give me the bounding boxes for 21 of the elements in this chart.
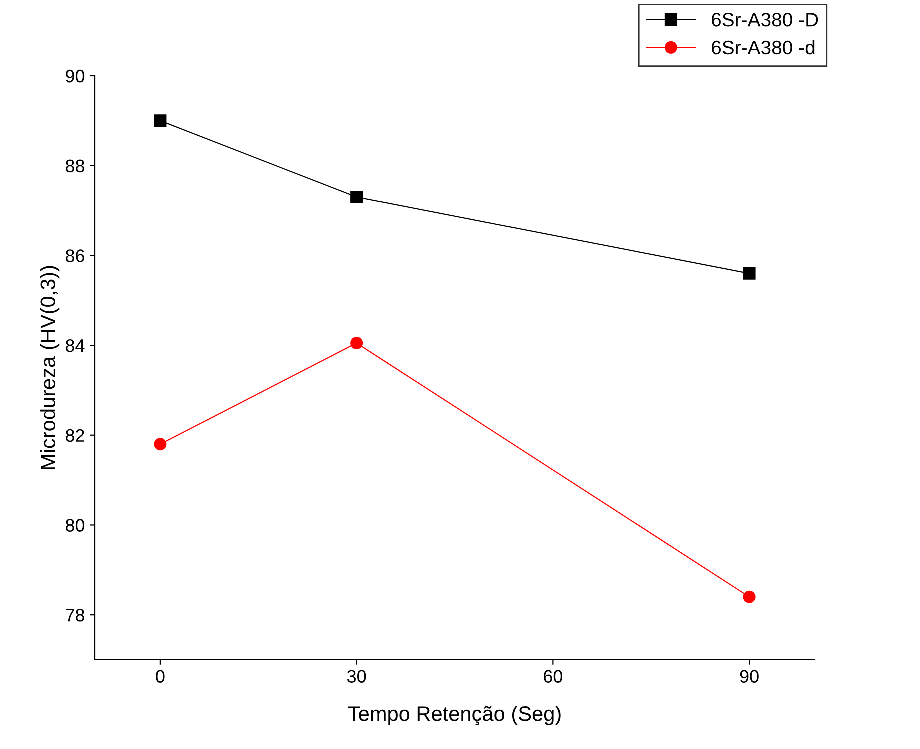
y-tick-label: 78 bbox=[66, 609, 84, 622]
x-tick-label: 90 bbox=[740, 670, 759, 683]
point bbox=[154, 438, 167, 451]
y-tick-label: 84 bbox=[66, 339, 85, 352]
x-axis-title: Tempo Retenção (Seg) bbox=[348, 706, 561, 726]
legend-label: 6Sr-A380 -D bbox=[712, 13, 818, 27]
y-tick-label: 82 bbox=[66, 429, 84, 442]
point bbox=[350, 337, 364, 350]
point bbox=[350, 191, 364, 204]
y-axis-title: Microdureza (HV(0,3)) bbox=[40, 266, 60, 470]
point bbox=[743, 267, 756, 280]
y-tick-label: 88 bbox=[66, 160, 84, 173]
point bbox=[154, 114, 167, 128]
y-tick-label: 90 bbox=[66, 70, 85, 83]
point bbox=[743, 590, 756, 604]
x-tick-label: 0 bbox=[156, 670, 165, 683]
x-tick-label: 60 bbox=[544, 670, 563, 683]
y-tick-label: 80 bbox=[66, 519, 85, 532]
legend-label: 6Sr-A380 -d bbox=[712, 40, 815, 55]
x-tick-label: 30 bbox=[347, 670, 366, 683]
y-tick-label: 86 bbox=[66, 250, 84, 262]
